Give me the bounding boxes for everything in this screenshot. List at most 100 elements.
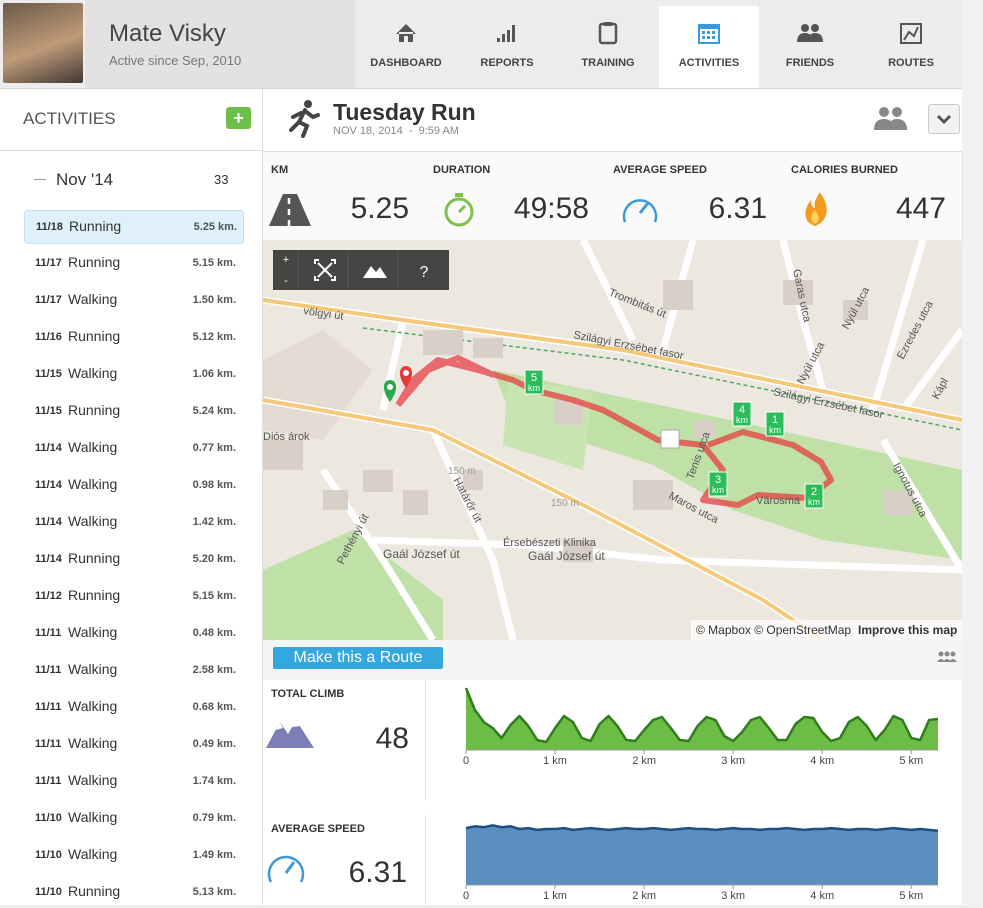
activity-distance: 0.79 km. <box>192 812 236 824</box>
activity-date: 11/10 <box>35 812 62 824</box>
stat-value: 447 <box>895 192 946 225</box>
km-marker-unit: km <box>808 497 820 507</box>
activity-item[interactable]: 11/14 Walking 0.77 km. <box>24 432 242 464</box>
activity-type: Running <box>68 254 121 270</box>
menu-dropdown[interactable] <box>928 104 960 134</box>
add-button[interactable]: + <box>226 107 251 129</box>
nav-item[interactable]: FRIENDS <box>760 6 860 88</box>
street-label: völgyi út <box>303 305 345 323</box>
activity-item[interactable]: 11/14 Walking 1.42 km. <box>24 506 242 538</box>
map-controls: + - ? <box>273 250 449 290</box>
activity-item[interactable]: 11/11 Walking 0.48 km. <box>24 617 242 649</box>
km-marker-unit: km <box>712 485 724 495</box>
nav-icon <box>797 24 823 42</box>
friends-icon[interactable] <box>873 105 909 131</box>
month-label[interactable]: Nov '14 <box>56 170 114 189</box>
activity-title: Tuesday Run <box>333 99 476 125</box>
activity-item[interactable]: 11/10 Running 5.13 km. <box>24 876 242 908</box>
header: Mate Visky Active since Sep, 2010 DASHBO… <box>0 0 962 89</box>
nav-item[interactable]: DASHBOARD <box>356 6 456 88</box>
activity-date: 11/12 <box>35 590 62 602</box>
contour-label: 150 m <box>551 498 579 509</box>
activity-item[interactable]: 11/10 Walking 1.49 km. <box>24 839 242 871</box>
improve-map-link[interactable]: Improve this map <box>858 623 957 637</box>
fullscreen-button[interactable] <box>314 259 336 281</box>
group-icon[interactable] <box>937 651 957 663</box>
activity-item[interactable]: 11/15 Running 5.24 km. <box>24 395 242 427</box>
km-marker: 5km <box>524 369 544 395</box>
activity-date: 11/17 <box>35 257 62 269</box>
profile-name[interactable]: Mate Visky <box>109 20 226 47</box>
activity-date: 11/14 <box>35 516 62 528</box>
activity-distance: 5.15 km. <box>192 590 236 602</box>
activity-type: Walking <box>68 698 118 714</box>
km-marker-box <box>524 369 544 395</box>
stat-label: DURATION <box>433 164 491 176</box>
activity-type: Running <box>68 328 121 344</box>
activity-type: Walking <box>68 439 118 455</box>
activity-distance: 1.42 km. <box>192 516 236 528</box>
activity-distance: 2.58 km. <box>192 664 236 676</box>
activity-item[interactable]: 11/14 Walking 0.98 km. <box>24 469 242 501</box>
nav-item[interactable]: ROUTES <box>861 6 961 88</box>
activity-item[interactable]: 11/15 Walking 1.06 km. <box>24 358 242 390</box>
stat-label: KM <box>271 164 289 176</box>
activity-item[interactable]: 11/11 Walking 2.58 km. <box>24 654 242 686</box>
activity-item[interactable]: 11/18 Running 5.25 km. <box>24 210 244 244</box>
activity-distance: 1.06 km. <box>192 368 236 380</box>
activity-item[interactable]: 11/11 Walking 1.74 km. <box>24 765 242 797</box>
activity-item[interactable]: 11/17 Running 5.15 km. <box>24 247 242 279</box>
zoom-in[interactable]: + <box>283 254 289 266</box>
activity-date: 11/11 <box>35 627 62 639</box>
activity-item[interactable]: 11/10 Walking 0.79 km. <box>24 802 242 834</box>
activity-item[interactable]: 11/11 Walking 0.49 km. <box>24 728 242 760</box>
nav-icon <box>497 25 515 42</box>
sidebar: ACTIVITIES + Nov '14 33 11/18 Running 5.25… <box>0 89 263 905</box>
activity-date: 11/15 <box>35 368 62 380</box>
activity-item[interactable]: 11/12 Running 5.15 km. <box>24 580 242 612</box>
map-attribution[interactable]: © Mapbox © OpenStreetMap <box>696 623 851 637</box>
zoom-out[interactable]: - <box>284 275 288 287</box>
nav-item[interactable]: REPORTS <box>457 6 557 88</box>
stat-label: AVERAGE SPEED <box>613 164 707 176</box>
nav-icon <box>900 23 922 44</box>
activity-type: Running <box>68 402 121 418</box>
activity-date: 11/10 <box>35 849 62 861</box>
activity-date: 11/10 <box>35 886 62 898</box>
collapse-icon[interactable] <box>34 179 46 180</box>
stat-card: AVERAGE SPEED 6.31 <box>605 152 784 241</box>
km-marker-number: 5 <box>531 372 537 384</box>
activity-type: Walking <box>68 365 118 381</box>
stat-icon <box>805 192 827 226</box>
street-label: Diós árok <box>263 431 310 443</box>
km-marker-box <box>732 401 752 427</box>
profile-photo[interactable] <box>3 3 83 83</box>
map[interactable]: Trombitás út Szilágyi Erzsébet fasor Szi… <box>263 240 962 640</box>
street-label: Gaál József út <box>528 549 605 563</box>
activity-panel: Tuesday Run NOV 18, 2014 - 9:59 AM KM 5.2… <box>263 89 963 905</box>
activity-item[interactable]: 11/17 Walking 1.50 km. <box>24 284 242 316</box>
stat-icon <box>444 193 474 227</box>
nav-item[interactable]: ACTIVITIES <box>659 6 759 88</box>
profile-since: Active since Sep, 2010 <box>109 53 242 68</box>
help-button[interactable]: ? <box>420 264 429 281</box>
nav-item[interactable]: TRAINING <box>558 6 658 88</box>
activity-date: 11/17 <box>35 294 62 306</box>
make-route-button[interactable]: Make this a Route <box>273 647 443 669</box>
km-marker-box <box>708 471 728 497</box>
activity-item[interactable]: 11/16 Running 5.12 km. <box>24 321 242 353</box>
activity-distance: 0.68 km. <box>192 701 236 713</box>
activity-distance: 0.77 km. <box>192 442 236 454</box>
activity-date: 11/14 <box>35 553 62 565</box>
activity-date: 11/11 <box>35 738 62 750</box>
terrain-button[interactable] <box>363 266 387 278</box>
activity-item[interactable]: 11/11 Walking 0.68 km. <box>24 691 242 723</box>
activity-type: Running <box>68 883 121 899</box>
street-label: Városma <box>756 495 801 507</box>
activity-distance: 1.49 km. <box>192 849 236 861</box>
activity-item[interactable]: 11/14 Running 5.20 km. <box>24 543 242 575</box>
stat-icon <box>622 199 658 223</box>
nav-label: ROUTES <box>888 57 934 69</box>
divider <box>425 815 426 905</box>
